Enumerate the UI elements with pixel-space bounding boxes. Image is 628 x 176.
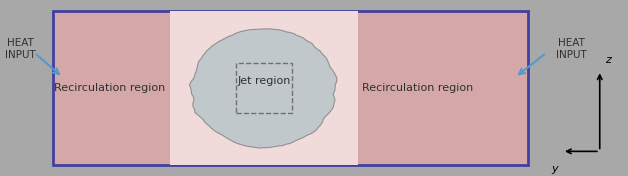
Text: Recirculation region: Recirculation region: [54, 83, 166, 93]
Text: Jet region: Jet region: [237, 76, 290, 86]
Text: z: z: [605, 55, 610, 65]
Text: HEAT
INPUT: HEAT INPUT: [5, 39, 35, 60]
Text: y: y: [551, 164, 558, 174]
Bar: [170, 11, 358, 165]
Bar: [236, 63, 292, 113]
Text: HEAT
INPUT: HEAT INPUT: [556, 39, 587, 60]
Text: Recirculation region: Recirculation region: [362, 83, 474, 93]
Bar: [53, 11, 528, 165]
Polygon shape: [190, 29, 337, 148]
